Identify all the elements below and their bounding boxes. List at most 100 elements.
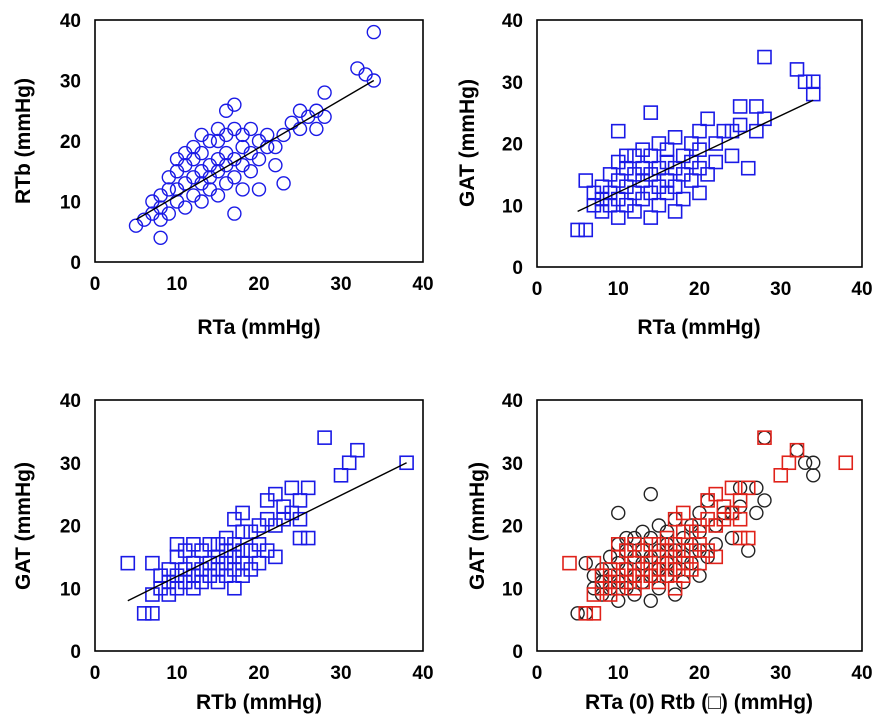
- x-tick-label: 0: [90, 274, 101, 295]
- data-point-square: [675, 543, 691, 558]
- data-point-square: [300, 530, 316, 546]
- x-tick-label: 20: [689, 663, 710, 684]
- x-tick-label: 30: [330, 663, 351, 684]
- data-point-square: [692, 142, 707, 157]
- y-tick-label: 20: [60, 517, 81, 538]
- data-point-square: [692, 185, 707, 201]
- data-point-square: [692, 123, 707, 139]
- x-tick-label: 40: [412, 274, 433, 295]
- x-tick-label: 0: [532, 663, 543, 684]
- data-point-square: [708, 549, 724, 565]
- x-axis-label: RTb (mmHg): [196, 691, 322, 714]
- data-point-circle: [611, 505, 626, 521]
- data-point-square: [610, 123, 626, 139]
- data-point-square: [145, 555, 160, 571]
- data-point-square: [692, 555, 707, 571]
- y-axis-label: GAT (mmHg): [456, 79, 479, 207]
- data-point-square: [838, 455, 854, 471]
- data-point-square: [732, 117, 748, 133]
- data-point-square: [732, 530, 748, 546]
- plot-frame: [94, 399, 424, 652]
- data-point-square: [202, 537, 218, 552]
- data-point-square: [578, 173, 594, 188]
- data-point-square: [341, 455, 357, 471]
- data-point-circle: [643, 486, 658, 502]
- x-tick-label: 20: [689, 279, 710, 300]
- y-tick-label: 40: [60, 391, 81, 412]
- data-point-square: [120, 555, 136, 571]
- data-point-circle: [243, 121, 259, 137]
- data-point-square: [292, 493, 308, 508]
- regression-line: [127, 462, 407, 602]
- y-tick-label: 40: [502, 391, 523, 412]
- data-point-square: [805, 74, 821, 90]
- y-tick-label: 20: [502, 517, 523, 538]
- data-point-square: [651, 197, 667, 213]
- y-tick-label: 30: [60, 72, 81, 93]
- data-point-square: [732, 511, 748, 527]
- data-point-circle: [309, 121, 324, 137]
- data-point-circle: [210, 188, 226, 203]
- data-point-circle: [578, 555, 593, 571]
- y-axis-label: GAT (mmHg): [12, 462, 35, 590]
- data-point-circle: [276, 176, 291, 191]
- data-point-square: [716, 123, 732, 139]
- data-point-circle: [194, 194, 209, 209]
- chart-panel-2: 0 10 20 30 40 0 10 20 30 40 RTa (mmHg) GAT (mmHg): [456, 11, 873, 339]
- data-point-square: [268, 486, 283, 502]
- y-axis-label: GAT (mmHg): [466, 462, 489, 590]
- x-tick-label: 30: [770, 663, 791, 684]
- data-point-square: [300, 480, 316, 496]
- y-tick-label: 20: [502, 135, 523, 156]
- data-point-square: [578, 606, 594, 621]
- data-point-square: [619, 148, 634, 164]
- data-point-circle: [243, 164, 259, 179]
- data-point-square: [643, 537, 659, 552]
- x-tick-label: 30: [330, 274, 351, 295]
- x-tick-label: 20: [248, 663, 269, 684]
- data-point-square: [610, 210, 626, 225]
- y-tick-label: 0: [512, 258, 523, 279]
- data-point-circle: [276, 127, 291, 143]
- data-point-square: [675, 524, 691, 540]
- data-point-circle: [317, 109, 332, 125]
- x-axis-label: RTa (mmHg): [197, 316, 320, 339]
- data-point-square: [724, 480, 740, 496]
- x-tick-label: 0: [532, 279, 543, 300]
- y-tick-label: 30: [502, 73, 523, 94]
- data-point-circle: [251, 182, 267, 197]
- data-point-square: [227, 580, 242, 596]
- data-point-circle: [227, 206, 242, 221]
- data-point-circle: [194, 145, 209, 161]
- data-point-square: [235, 505, 250, 521]
- data-point-square: [562, 555, 577, 571]
- x-tick-label: 10: [608, 279, 629, 300]
- data-point-square: [749, 99, 764, 114]
- chart-panel-3: 0 10 20 30 40 0 10 20 30 40 RTb (mmHg) GAT (mmHg): [12, 391, 434, 714]
- x-tick-label: 30: [770, 279, 791, 300]
- x-tick-label: 40: [851, 279, 872, 300]
- data-point-circle: [268, 157, 283, 173]
- data-point-square: [145, 606, 160, 621]
- data-point-circle: [292, 121, 308, 137]
- data-point-square: [667, 204, 683, 219]
- y-axis-label: RTb (mmHg): [12, 78, 35, 204]
- data-point-circle: [806, 455, 821, 470]
- data-point-circle: [161, 206, 177, 221]
- data-point-circle: [643, 593, 658, 608]
- data-point-square: [667, 580, 683, 596]
- data-point-square: [643, 105, 659, 120]
- data-point-square: [399, 455, 414, 471]
- data-point-square: [235, 524, 250, 540]
- data-point-square: [675, 191, 691, 207]
- data-point-square: [740, 530, 756, 546]
- data-point-square: [643, 148, 659, 164]
- data-point-square: [667, 130, 683, 145]
- data-point-square: [781, 455, 797, 471]
- data-point-square: [136, 606, 152, 621]
- data-point-square: [317, 430, 332, 445]
- data-point-square: [292, 530, 308, 546]
- data-point-circle: [251, 151, 267, 167]
- x-tick-label: 20: [248, 274, 269, 295]
